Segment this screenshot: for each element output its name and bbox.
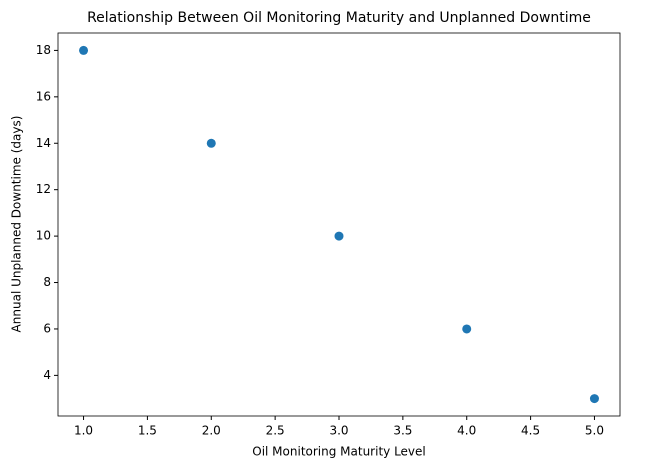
point — [334, 231, 344, 241]
x-axis-title: Oil Monitoring Maturity Level — [252, 445, 426, 459]
y-tick-label: 6 — [43, 321, 51, 335]
chart-title: Relationship Between Oil Monitoring Matu… — [87, 10, 591, 26]
y-tick-label: 16 — [36, 89, 51, 103]
y-tick-label: 14 — [36, 136, 51, 150]
x-tick-label: 2.0 — [202, 424, 221, 438]
x-tick-label: 1.5 — [138, 424, 157, 438]
x-tick-label: 4.5 — [521, 424, 540, 438]
y-tick-label: 4 — [43, 368, 51, 382]
y-tick-label: 8 — [43, 275, 51, 289]
x-tick-label: 3.5 — [393, 424, 412, 438]
point — [462, 324, 472, 334]
point — [589, 394, 599, 404]
x-tick-label: 5.0 — [585, 424, 604, 438]
x-tick-label: 1.0 — [74, 424, 93, 438]
y-axis-title: Annual Unplanned Downtime (days) — [10, 116, 24, 333]
y-tick-label: 10 — [36, 229, 51, 243]
point — [79, 45, 89, 55]
y-tick-label: 12 — [36, 182, 51, 196]
x-tick-label: 3.0 — [329, 424, 348, 438]
point — [206, 138, 216, 148]
plot-frame — [57, 32, 621, 417]
y-tick-label: 18 — [36, 43, 51, 57]
x-tick-label: 2.5 — [266, 424, 285, 438]
x-tick-label: 4.0 — [457, 424, 476, 438]
